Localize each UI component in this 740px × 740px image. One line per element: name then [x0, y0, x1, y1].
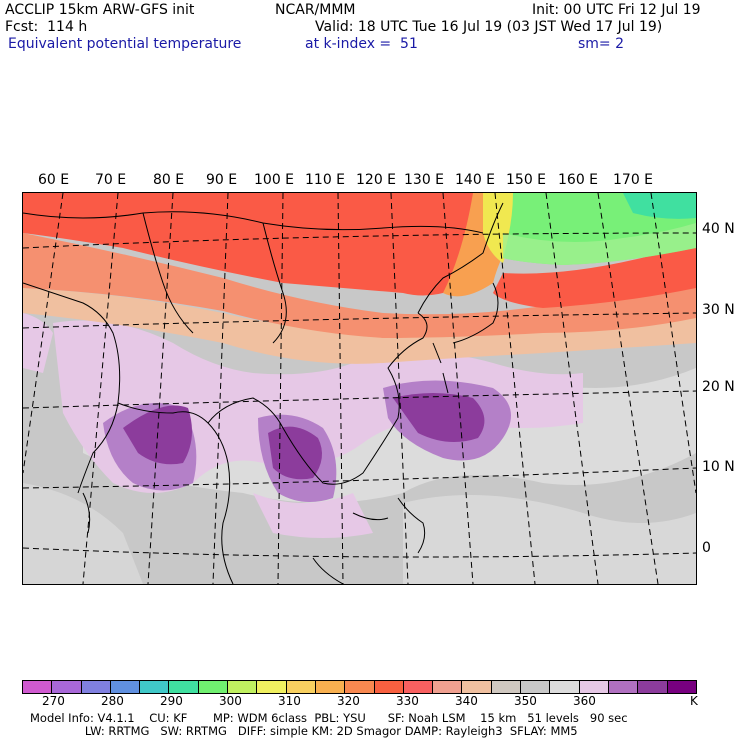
lon-label: 120 E [356, 172, 397, 188]
colorbar-cell [257, 681, 287, 693]
lon-label: 150 E [506, 172, 547, 188]
colorbar-cell [169, 681, 199, 693]
physics-info: LW: RRTMG SW: RRTMG DIFF: simple KM: 2D … [30, 724, 578, 738]
model-info: Model Info: V4.1.1 CU: KF MP: WDM 6class… [30, 711, 628, 725]
lon-label: 140 E [455, 172, 496, 188]
colorbar-cell [81, 681, 111, 693]
peach-field [23, 288, 696, 364]
colorbar-tick: 280 [101, 694, 124, 708]
title-institution: NCAR/MMM [275, 2, 356, 18]
colorbar-cell [462, 681, 492, 693]
colorbar-tick: 300 [219, 694, 242, 708]
teal-field [623, 193, 696, 219]
smoothing-info: sm= 2 [578, 36, 625, 52]
lon-label: 160 E [558, 172, 599, 188]
lat-label: 0 [702, 540, 711, 556]
colorbar-cell [579, 681, 609, 693]
lat-label: 20 N [702, 379, 735, 395]
lon-label: 80 E [153, 172, 185, 188]
colorbar-cell [286, 681, 316, 693]
lon-label: 110 E [305, 172, 346, 188]
colorbar-cell [198, 681, 229, 693]
colorbar-cell [638, 681, 668, 693]
colorbar-cell [23, 681, 53, 693]
colorbar-cell [52, 681, 82, 693]
colorbar-tick: 350 [514, 694, 537, 708]
init-time: Init: 00 UTC Fri 12 Jul 19 [532, 2, 701, 18]
colorbar-cell [403, 681, 434, 693]
lon-label: 100 E [254, 172, 295, 188]
graticule [23, 193, 696, 584]
lon-label: 60 E [38, 172, 70, 188]
colorbar-cell [374, 681, 404, 693]
lat-label: 40 N [702, 221, 735, 237]
colorbar-cell [345, 681, 375, 693]
colorbar-cell [550, 681, 580, 693]
title-model: ACCLIP 15km ARW-GFS init [5, 2, 195, 18]
lon-label: 70 E [95, 172, 127, 188]
red-orange-field [23, 193, 523, 296]
colorbar-tick: 360 [573, 694, 596, 708]
colorbar-cell [110, 681, 141, 693]
coastlines [23, 202, 504, 584]
colorbar-cell [608, 681, 639, 693]
colorbar-cell [667, 681, 696, 693]
colorbar-tick: 270 [42, 694, 65, 708]
colorbar-unit: K [690, 694, 698, 708]
colorbar-tick: 290 [160, 694, 183, 708]
salmon-field [23, 233, 696, 338]
light-green-field [503, 223, 696, 265]
salmon-ne-field [493, 243, 696, 308]
lat-label: 30 N [702, 302, 735, 318]
valid-time: Valid: 18 UTC Tue 16 Jul 19 (03 JST Wed … [315, 19, 663, 35]
colorbar-cell [433, 681, 463, 693]
lon-label: 170 E [613, 172, 654, 188]
field-name: Equivalent potential temperature [8, 36, 242, 52]
colorbar-tick: 320 [337, 694, 360, 708]
colorbar-cell [491, 681, 522, 693]
colorbar-cell [521, 681, 551, 693]
colorbar-cell [228, 681, 258, 693]
colorbar-cell [315, 681, 346, 693]
map-panel [22, 192, 697, 585]
colorbar-tick: 310 [278, 694, 301, 708]
lon-label: 90 E [206, 172, 238, 188]
colorbar-tick: 330 [396, 694, 419, 708]
colorbar-cell [140, 681, 170, 693]
lon-label: 130 E [404, 172, 445, 188]
colorbar [22, 680, 697, 694]
map-plot [23, 193, 696, 584]
lat-label: 10 N [702, 459, 735, 475]
level-info: at k-index = 51 [305, 36, 418, 52]
forecast-hour: Fcst: 114 h [5, 19, 88, 35]
colorbar-tick: 340 [455, 694, 478, 708]
